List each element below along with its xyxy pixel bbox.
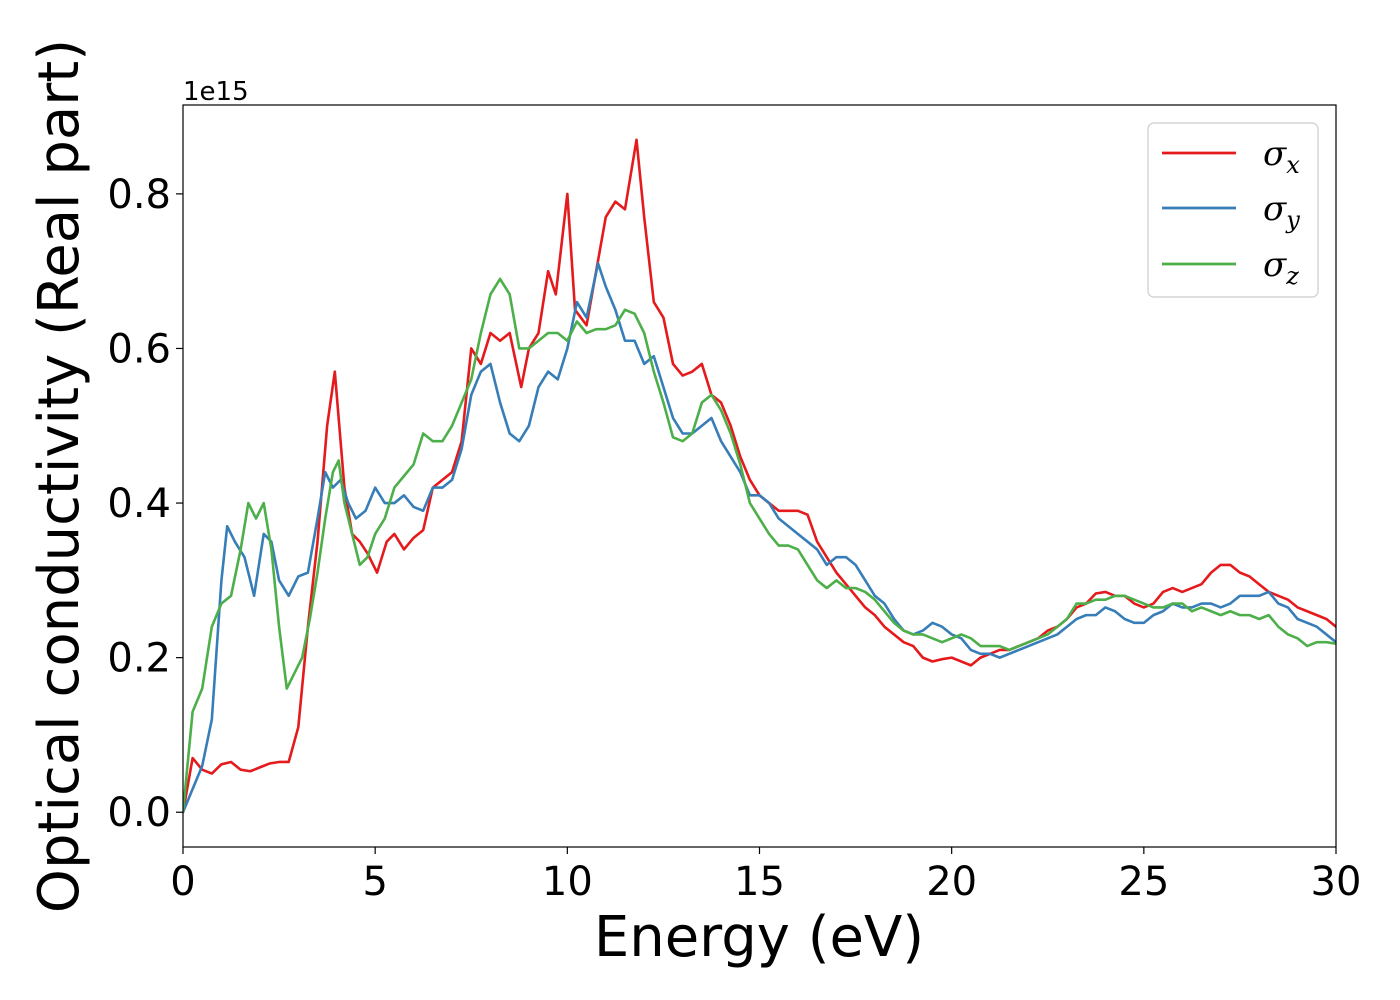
- legend-box: [1147, 122, 1319, 298]
- series-line-z: [183, 277, 1336, 814]
- x-tick-label: 20: [926, 859, 977, 905]
- y-tick-label: 0.4: [107, 481, 171, 527]
- x-tick-label: 0: [170, 859, 195, 905]
- series-layer: [183, 138, 1336, 814]
- x-tick-label: 10: [542, 859, 593, 905]
- legend: σx σy σz: [1147, 122, 1319, 298]
- y-tick-label: 0.6: [107, 326, 171, 372]
- legend-label-x: σx: [1263, 134, 1300, 179]
- plot-area: [183, 138, 1336, 814]
- series-line-x: [183, 138, 1336, 814]
- series-line-y: [183, 262, 1336, 814]
- x-tick-label: 15: [734, 859, 785, 905]
- legend-label-y: σy: [1263, 189, 1300, 234]
- y-tick-label: 0.8: [107, 172, 171, 218]
- y-tick-label: 0.0: [107, 790, 171, 836]
- x-axis-title: Energy (eV): [594, 905, 924, 970]
- y-offset-label: 1e15: [183, 77, 249, 107]
- x-axis: 0 5 10 15 20 25 30: [170, 847, 1361, 905]
- x-tick-label: 30: [1311, 859, 1362, 905]
- y-tick-label: 0.2: [107, 636, 171, 682]
- y-axis-title: Optical conductivity (Real part): [27, 39, 92, 913]
- x-tick-label: 5: [362, 859, 387, 905]
- y-axis: 0.0 0.2 0.4 0.6 0.8: [107, 172, 183, 836]
- x-tick-label: 25: [1118, 859, 1169, 905]
- legend-label-z: σz: [1263, 245, 1299, 290]
